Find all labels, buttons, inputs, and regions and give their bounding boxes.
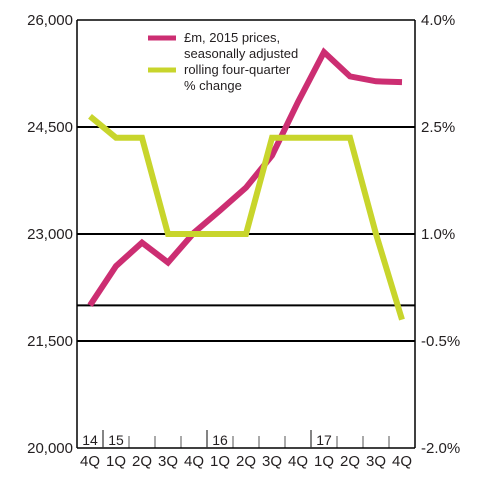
grid-lines bbox=[77, 126, 415, 342]
plot-frame bbox=[76, 19, 416, 449]
x-tick-label: 2Q bbox=[132, 453, 152, 470]
x-tick-label: 4Q bbox=[392, 453, 412, 470]
x-tick-label: 1Q bbox=[314, 453, 334, 470]
legend-label: seasonally adjusted bbox=[184, 46, 298, 61]
series-line bbox=[88, 113, 405, 321]
right-tick-label: 2.5% bbox=[421, 119, 455, 136]
legend-label: £m, 2015 prices, bbox=[184, 30, 280, 45]
left-y-axis: 20,000 21,500 23,000 24,500 26,000 bbox=[27, 12, 73, 457]
x-tick-label: 3Q bbox=[158, 453, 178, 470]
right-tick-label: 4.0% bbox=[421, 12, 455, 29]
x-axis-labels: 4Q 1Q 2Q 3Q 4Q 1Q 2Q 3Q 4Q 1Q 2Q 3Q 4Q bbox=[80, 453, 412, 470]
year-label: 17 bbox=[316, 432, 332, 448]
right-tick-label: -2.0% bbox=[421, 440, 460, 457]
right-y-axis: -2.0% -0.5% 1.0% 2.5% 4.0% bbox=[421, 12, 460, 457]
series-lines bbox=[87, 47, 405, 321]
x-tick-label: 3Q bbox=[366, 453, 386, 470]
left-tick-label: 21,500 bbox=[27, 333, 73, 350]
left-tick-label: 24,500 bbox=[27, 119, 73, 136]
x-tick-label: 1Q bbox=[210, 453, 230, 470]
left-tick-label: 20,000 bbox=[27, 440, 73, 457]
x-tick-label: 2Q bbox=[340, 453, 360, 470]
x-axis-ticks bbox=[76, 436, 416, 448]
left-tick-label: 26,000 bbox=[27, 12, 73, 29]
year-label: 16 bbox=[212, 432, 228, 448]
x-tick-label: 4Q bbox=[288, 453, 308, 470]
legend-background bbox=[142, 30, 290, 94]
right-tick-label: 1.0% bbox=[421, 226, 455, 243]
x-tick-label: 1Q bbox=[106, 453, 126, 470]
year-label: 15 bbox=[108, 432, 124, 448]
year-label: 14 bbox=[82, 432, 98, 448]
left-tick-label: 23,000 bbox=[27, 226, 73, 243]
x-tick-label: 2Q bbox=[236, 453, 256, 470]
legend: £m, 2015 prices,seasonally adjustedrolli… bbox=[142, 30, 298, 94]
series-line bbox=[87, 47, 403, 307]
year-labels: 14 15 16 17 bbox=[82, 430, 332, 448]
x-tick-label: 4Q bbox=[80, 453, 100, 470]
legend-label: rolling four-quarter bbox=[184, 62, 291, 77]
x-tick-label: 4Q bbox=[184, 453, 204, 470]
right-tick-label: -0.5% bbox=[421, 333, 460, 350]
x-tick-label: 3Q bbox=[262, 453, 282, 470]
legend-label: % change bbox=[184, 78, 242, 93]
